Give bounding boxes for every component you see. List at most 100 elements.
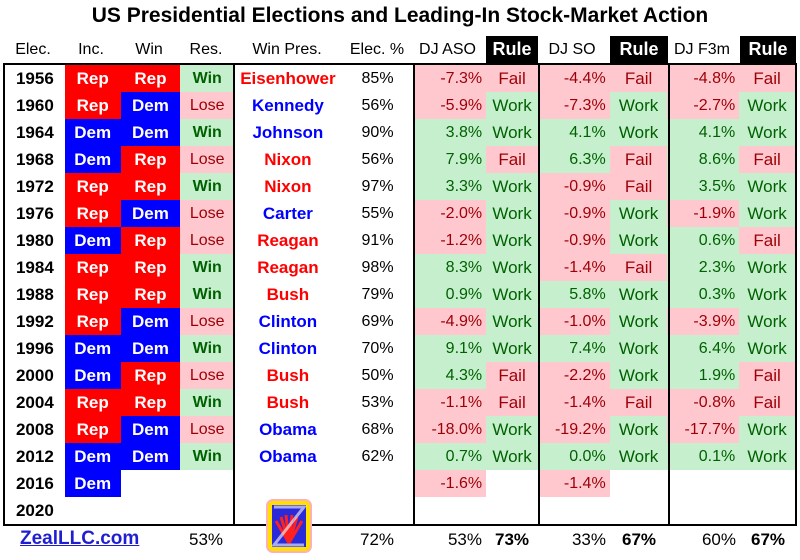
table-row: 1988 Rep Rep Win Bush 79% 0.9% Work 5.8% Work 0.3%… [5, 281, 795, 308]
header-winner: Win [135, 40, 163, 58]
dj-f3m-cell: 3.5% [667, 173, 740, 200]
result-cell: Lose [180, 362, 235, 389]
incumbent-cell: Rep [64, 254, 121, 281]
dj-so-cell: -2.2% [537, 362, 610, 389]
result-cell: Win [180, 65, 235, 92]
electoral-pct-cell: 91% [361, 231, 394, 249]
footer-row: 53% 72% 53% 73% 33% 67% 60% 67% [3, 526, 797, 554]
dj-f3m-cell: 4.1% [667, 119, 740, 146]
incumbent-cell: Dem [64, 146, 121, 173]
dj-f3m-rule-cell: Work [739, 254, 795, 281]
result-cell: Win [180, 281, 235, 308]
dj-f3m-cell: 6.4% [667, 335, 740, 362]
electoral-pct-cell: 56% [361, 150, 394, 168]
year-cell: 2008 [15, 419, 54, 439]
year-cell: 1996 [15, 338, 54, 358]
header-dj-f3m-rule: Rule [740, 36, 796, 63]
dj-f3m-cell [667, 497, 739, 524]
dj-aso-cell: -2.0% [413, 200, 487, 227]
dj-f3m-rule-cell: Work [739, 92, 795, 119]
dj-f3m-cell: -2.7% [667, 92, 740, 119]
dj-so-rule-cell: Work [609, 443, 668, 470]
dj-aso-cell: 3.3% [413, 173, 487, 200]
dj-so-rule-cell: Work [609, 281, 668, 308]
dj-f3m-cell: 0.3% [667, 281, 740, 308]
winning-president-cell: Obama [259, 446, 317, 466]
footer-dj-so-rule: 67% [621, 529, 657, 549]
footer-dj-f3m-rule: 67% [750, 529, 786, 549]
header-dj-aso-rule: Rule [486, 36, 538, 63]
dj-aso-cell: 8.3% [413, 254, 487, 281]
dj-aso-rule-cell: Work [486, 92, 538, 119]
electoral-pct-cell: 53% [361, 393, 394, 411]
dj-aso-rule-cell: Fail [486, 389, 538, 416]
dj-so-rule-cell: Work [609, 308, 668, 335]
winner-cell: Rep [120, 254, 181, 281]
electoral-pct-cell: 50% [361, 366, 394, 384]
dj-aso-rule-cell [486, 470, 538, 497]
dj-aso-cell: 0.7% [413, 443, 487, 470]
winning-president-cell: Carter [262, 203, 313, 223]
year-cell: 1984 [15, 257, 54, 277]
dj-so-rule-cell: Fail [609, 146, 668, 173]
dj-f3m-rule-cell: Work [739, 281, 795, 308]
table-row: 2012 Dem Dem Win Obama 62% 0.7% Work 0.0% Work 0.1… [5, 443, 795, 470]
incumbent-cell: Dem [64, 470, 121, 497]
dj-aso-rule-cell: Work [486, 119, 538, 146]
dj-so-rule-cell: Fail [609, 173, 668, 200]
winning-president-cell: Eisenhower [240, 68, 336, 88]
column-divider [668, 65, 670, 524]
electoral-pct-cell: 98% [361, 258, 394, 276]
dj-f3m-cell: -0.8% [667, 389, 740, 416]
dj-aso-cell: -1.1% [413, 389, 487, 416]
table-title: US Presidential Elections and Leading-In… [91, 4, 709, 27]
incumbent-cell: Rep [64, 92, 121, 119]
table-row: 2004 Rep Rep Win Bush 53% -1.1% Fail -1.4% Fail -0… [5, 389, 795, 416]
header-dj-so-rule: Rule [610, 36, 668, 63]
winning-president-cell: Kennedy [252, 95, 324, 115]
winning-president-cell: Clinton [258, 311, 318, 331]
dj-aso-cell: -18.0% [413, 416, 487, 443]
incumbent-cell [65, 497, 121, 524]
table-row: 2016 Dem -1.6% -1.4% [5, 470, 795, 497]
dj-so-cell: 5.8% [537, 281, 610, 308]
dj-aso-cell: 7.9% [413, 146, 487, 173]
result-cell: Lose [180, 200, 235, 227]
zealllc-link[interactable]: ZealLLC.com [20, 528, 140, 549]
dj-f3m-rule-cell [739, 497, 795, 524]
result-cell: Lose [180, 308, 235, 335]
year-cell: 1972 [15, 176, 54, 196]
result-cell: Lose [180, 92, 235, 119]
dj-so-rule-cell: Work [609, 362, 668, 389]
column-divider [538, 65, 540, 524]
year-cell: 1956 [15, 68, 54, 88]
year-cell: 2004 [15, 392, 54, 412]
dj-aso-rule-cell: Fail [486, 65, 538, 92]
winning-president-cell: Reagan [257, 230, 319, 250]
dj-f3m-cell: -17.7% [667, 416, 740, 443]
dj-so-cell: -1.0% [537, 308, 610, 335]
electoral-pct-cell: 85% [361, 69, 394, 87]
winner-cell: Dem [120, 416, 181, 443]
footer-dj-so: 33% [571, 529, 606, 549]
dj-aso-rule-cell: Work [486, 254, 538, 281]
winning-president-cell: Nixon [264, 176, 312, 196]
table-row: 1960 Rep Dem Lose Kennedy 56% -5.9% Work -7.3% Wo… [5, 92, 795, 119]
winner-cell: Dem [120, 443, 181, 470]
winner-cell [121, 470, 181, 497]
year-cell: 2020 [15, 500, 54, 520]
footer-dj-f3m: 60% [701, 529, 736, 549]
incumbent-cell: Rep [64, 416, 121, 443]
result-cell [180, 497, 234, 524]
year-cell: 1992 [15, 311, 54, 331]
dj-f3m-rule-cell [739, 470, 795, 497]
dj-so-cell: -4.4% [537, 65, 610, 92]
dj-aso-cell: -4.9% [413, 308, 487, 335]
incumbent-cell: Dem [64, 119, 121, 146]
electoral-pct-cell: 69% [361, 312, 394, 330]
header-result: Res. [189, 40, 223, 58]
dj-so-rule-cell: Work [609, 119, 668, 146]
dj-so-cell: -1.4% [537, 389, 610, 416]
winning-president-cell: Clinton [258, 338, 318, 358]
winner-cell [121, 497, 181, 524]
